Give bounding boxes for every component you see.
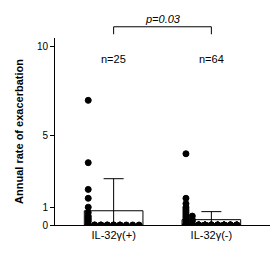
svg-text:p=0.03: p=0.03 — [145, 13, 181, 25]
svg-text:n=25: n=25 — [101, 53, 126, 65]
svg-text:Annual rate of exacerbation: Annual rate of exacerbation — [13, 59, 25, 204]
svg-text:n=64: n=64 — [199, 53, 224, 65]
svg-text:10: 10 — [37, 41, 49, 52]
svg-text:IL-32γ(+): IL-32γ(+) — [91, 229, 135, 241]
svg-text:IL-32γ(-): IL-32γ(-) — [191, 229, 233, 241]
svg-text:0: 0 — [42, 220, 48, 231]
svg-text:5: 5 — [42, 130, 48, 141]
svg-text:1: 1 — [42, 202, 48, 213]
